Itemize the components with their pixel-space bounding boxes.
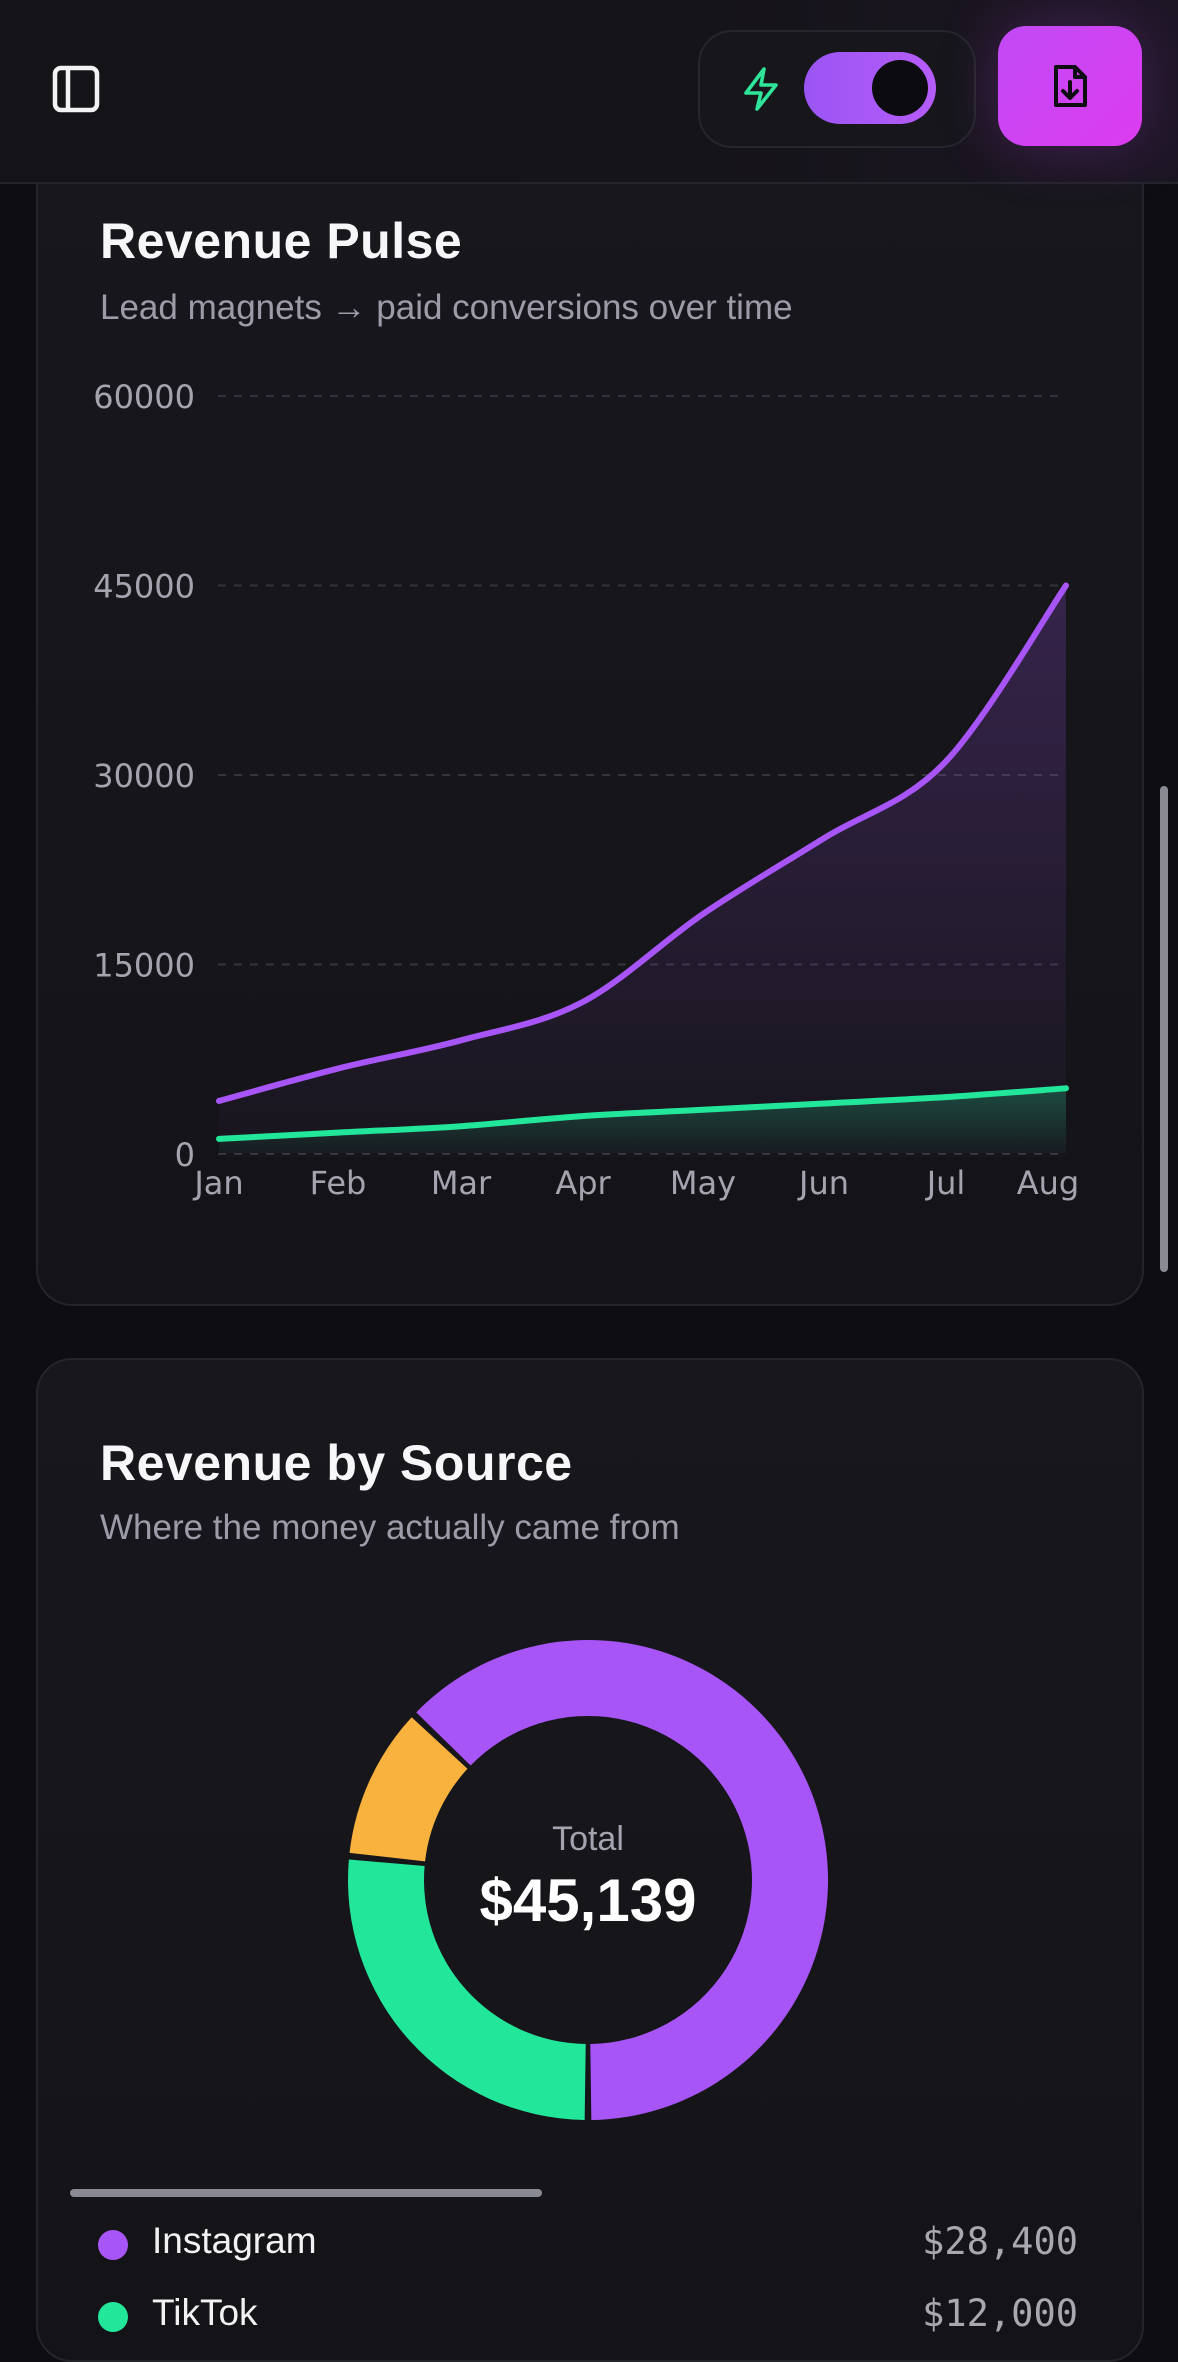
x-tick-label: Mar — [431, 1164, 492, 1202]
revenue-by-source-title: Revenue by Source — [100, 1435, 573, 1491]
y-tick-label: 60000 — [93, 378, 195, 416]
toggle-knob — [872, 60, 928, 116]
x-tick-label: May — [670, 1164, 736, 1202]
x-tick-label: Jun — [797, 1164, 849, 1202]
legend-value: $28,400 — [922, 2220, 1078, 2263]
legend-dot — [98, 2230, 128, 2260]
legend-dot — [98, 2302, 128, 2332]
revenue-by-source-subtitle: Where the money actually came from — [100, 1508, 680, 1547]
revenue-line-chart: 0 15000 30000 45000 60000 Jan Feb Mar Apr May Jun J… — [93, 378, 1079, 1202]
x-tick-label: Feb — [310, 1164, 367, 1202]
x-tick-label: Apr — [555, 1164, 611, 1202]
donut-center-value: $45,139 — [479, 1867, 697, 1934]
mode-pill — [698, 30, 976, 148]
sidebar-toggle-icon — [52, 65, 100, 113]
donut-slice-tiktok — [348, 1859, 586, 2120]
series-line-0 — [216, 582, 1069, 1104]
donut-slice-instagram — [416, 1640, 828, 2120]
vertical-scrollbar[interactable] — [1160, 786, 1168, 1272]
legend-item-tiktok: TikTok $12,000 — [98, 2288, 1078, 2348]
y-tick-label: 45000 — [93, 568, 195, 606]
legend-value: $12,000 — [922, 2292, 1078, 2335]
legend-item-instagram: Instagram $28,400 — [98, 2216, 1078, 2276]
horizontal-scrollbar[interactable] — [70, 2189, 542, 2197]
mode-toggle[interactable] — [804, 52, 936, 124]
y-tick-label: 0 — [175, 1136, 195, 1174]
legend-name: TikTok — [152, 2292, 258, 2333]
x-tick-label: Jan — [192, 1164, 243, 1202]
sidebar-toggle-button[interactable] — [46, 62, 106, 116]
donut-chart: Total $45,139 — [348, 1640, 828, 2120]
revenue-by-source-card: Revenue by Source Where the money actual… — [36, 1358, 1144, 2362]
file-download-icon — [1054, 65, 1087, 107]
y-tick-label: 15000 — [93, 947, 195, 985]
donut-center-label: Total — [552, 1820, 624, 1858]
x-tick-label: Jul — [925, 1164, 966, 1202]
y-tick-label: 30000 — [93, 757, 195, 795]
legend-name: Instagram — [152, 2220, 317, 2261]
lightning-icon — [744, 67, 778, 111]
revenue-pulse-title: Revenue Pulse — [100, 213, 463, 269]
donut-slice-orange-source — [349, 1717, 468, 1862]
top-bar — [0, 0, 1178, 184]
export-button[interactable] — [998, 26, 1142, 146]
series-area-0 — [219, 585, 1066, 1154]
x-tick-label: Aug — [1017, 1164, 1079, 1202]
revenue-pulse-card: Revenue Pulse Lead magnets → paid conver… — [36, 120, 1144, 1306]
series-line-1 — [216, 1085, 1069, 1142]
revenue-pulse-subtitle: Lead magnets → paid conversions over tim… — [100, 288, 793, 327]
